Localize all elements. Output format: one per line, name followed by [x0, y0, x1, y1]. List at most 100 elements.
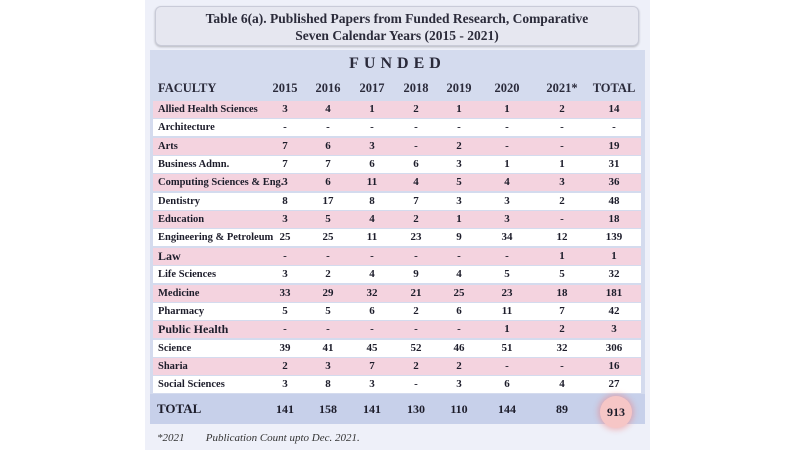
- year-value-cell: 25: [279, 231, 291, 244]
- header-2017: 2017: [359, 81, 385, 95]
- row-total-cell: 42: [608, 304, 620, 317]
- footnote-mark: *2021: [157, 432, 185, 444]
- year-value-cell: 2: [325, 268, 331, 281]
- year-value-cell: -: [505, 249, 509, 262]
- faculty-name: Computing Sciences & Eng.: [158, 177, 284, 189]
- year-value-cell: 39: [279, 341, 291, 354]
- year-value-cell: 3: [456, 158, 462, 171]
- grand-total-highlight: 913: [600, 396, 632, 428]
- table-row: Business Admn. 7 7 6 6 3 1 1 31: [153, 156, 641, 174]
- faculty-name: Education: [158, 214, 205, 226]
- column-total-cell: 158: [319, 402, 337, 416]
- table-row: Sharia 2 3 7 2 2 - - 16: [153, 357, 641, 375]
- year-value-cell: 4: [325, 103, 331, 115]
- year-value-cell: -: [560, 139, 564, 152]
- year-value-cell: -: [326, 323, 330, 336]
- column-total-cell: 141: [276, 402, 294, 416]
- header-total: TOTAL: [592, 81, 636, 95]
- faculty-name: Allied Health Sciences: [158, 104, 258, 115]
- section-label: FUNDED: [349, 55, 446, 72]
- row-total-cell: 16: [608, 359, 620, 372]
- year-value-cell: -: [370, 249, 374, 262]
- year-value-cell: 2: [282, 359, 288, 372]
- year-value-cell: 23: [410, 231, 422, 244]
- year-value-cell: 29: [322, 286, 334, 299]
- year-value-cell: 2: [413, 304, 419, 317]
- year-value-cell: 52: [410, 341, 422, 354]
- faculty-name: Science: [158, 342, 192, 354]
- year-value-cell: 51: [501, 341, 513, 354]
- total-label: TOTAL: [157, 401, 202, 416]
- year-value-cell: 3: [282, 103, 288, 115]
- year-value-cell: 3: [369, 139, 375, 152]
- table-row: Pharmacy 5 5 6 2 6 11 7 42: [153, 302, 641, 320]
- year-value-cell: 5: [504, 268, 510, 281]
- year-value-cell: 11: [501, 304, 513, 317]
- year-value-cell: 4: [413, 176, 419, 189]
- year-value-cell: 33: [279, 286, 291, 299]
- year-value-cell: 4: [369, 268, 375, 281]
- year-value-cell: 4: [504, 176, 510, 189]
- year-value-cell: 23: [501, 286, 513, 299]
- year-value-cell: 1: [559, 249, 565, 262]
- year-value-cell: 3: [504, 213, 510, 226]
- year-value-cell: 7: [369, 359, 375, 372]
- year-value-cell: -: [326, 249, 330, 262]
- year-value-cell: 8: [325, 378, 331, 391]
- year-value-cell: 1: [559, 158, 565, 171]
- year-value-cell: -: [505, 139, 509, 152]
- year-value-cell: 1: [456, 213, 462, 226]
- year-value-cell: 1: [369, 103, 375, 115]
- year-value-cell: -: [326, 121, 330, 134]
- faculty-name: Business Admn.: [158, 159, 230, 171]
- row-total-cell: 31: [608, 158, 620, 171]
- year-value-cell: 6: [369, 158, 375, 171]
- year-value-cell: 25: [453, 286, 465, 299]
- table-row: Science 39 41 45 52 46 51 32 306: [153, 339, 641, 357]
- row-total-cell: 1: [611, 249, 617, 262]
- year-value-cell: 5: [325, 304, 331, 317]
- table-row: Allied Health Sciences 3 4 1 2 1 1 2 14: [153, 101, 641, 118]
- year-value-cell: -: [505, 359, 509, 372]
- year-value-cell: -: [283, 121, 287, 134]
- year-value-cell: 1: [504, 158, 510, 171]
- faculty-name: Medicine: [158, 287, 200, 299]
- year-value-cell: 5: [282, 304, 288, 317]
- year-value-cell: 6: [456, 304, 462, 317]
- year-value-cell: -: [370, 121, 374, 134]
- year-value-cell: 17: [322, 194, 334, 207]
- total-row: TOTAL: [150, 394, 645, 424]
- faculty-name: Architecture: [158, 122, 215, 134]
- year-value-cell: 2: [559, 194, 565, 207]
- table-row: Engineering & Petroleum 25 25 11 23 9 34 12 139: [153, 229, 641, 247]
- column-total-cell: 144: [498, 402, 516, 416]
- year-value-cell: -: [283, 249, 287, 262]
- footnote: *2021 Publication Count upto Dec. 2021.: [157, 432, 360, 444]
- year-value-cell: 3: [282, 378, 288, 391]
- header-faculty: FACULTY: [158, 81, 217, 95]
- year-value-cell: 9: [456, 231, 462, 244]
- year-value-cell: -: [560, 121, 564, 134]
- faculty-name: Law: [158, 248, 181, 263]
- column-total-cell: 141: [363, 402, 381, 416]
- table-row: Dentistry 8 17 8 7 3 3 2 48: [153, 192, 641, 210]
- row-total-cell: 14: [608, 103, 620, 115]
- row-total-cell: -: [612, 121, 616, 134]
- year-value-cell: 32: [556, 341, 568, 354]
- year-value-cell: 3: [369, 378, 375, 391]
- header-2019: 2019: [446, 81, 472, 95]
- year-value-cell: 2: [456, 359, 462, 372]
- faculty-name: Arts: [158, 140, 178, 152]
- table-title: Table 6(a). Published Papers from Funded…: [155, 6, 639, 46]
- year-value-cell: 12: [556, 231, 568, 244]
- header-2018: 2018: [403, 81, 429, 95]
- grand-total-value: 913: [607, 405, 625, 419]
- header-2021: 2021*: [546, 81, 578, 95]
- year-value-cell: -: [457, 323, 461, 336]
- year-value-cell: 2: [559, 323, 565, 336]
- year-value-cell: 6: [325, 176, 331, 189]
- year-value-cell: 21: [410, 286, 422, 299]
- row-total-cell: 32: [608, 268, 620, 281]
- year-value-cell: 1: [504, 323, 510, 336]
- year-value-cell: 45: [366, 341, 378, 354]
